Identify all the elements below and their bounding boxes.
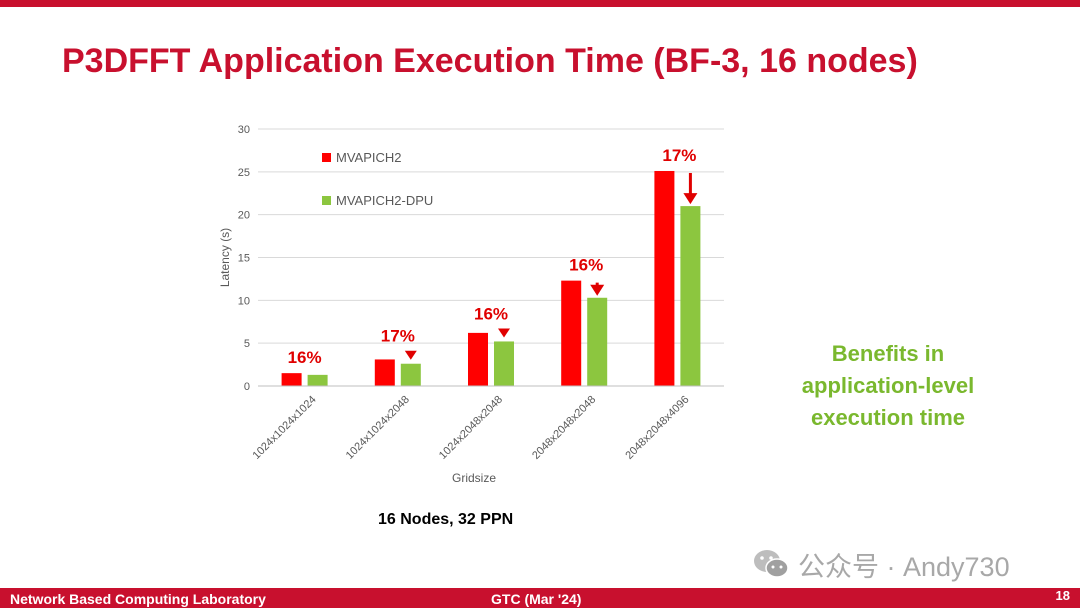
y-axis-label: Latency (s) [218, 228, 232, 287]
y-tick-label: 10 [238, 295, 250, 307]
slide-title: P3DFFT Application Execution Time (BF-3,… [62, 42, 918, 80]
bar-mvapich2-dpu [400, 363, 421, 386]
bar-mvapich2-dpu [680, 206, 701, 386]
benefits-callout: Benefits in application-level execution … [801, 341, 975, 430]
x-axis-label: Gridsize [452, 471, 496, 485]
improvement-label: 16% [474, 304, 508, 323]
legend-swatch [322, 196, 331, 205]
x-tick-label: 2048x2048x4096 [623, 394, 691, 462]
x-tick-label: 2048x2048x2048 [530, 394, 598, 462]
improvement-arrow [590, 284, 605, 296]
footer-bar: Network Based Computing Laboratory GTC (… [0, 588, 1080, 608]
bar-mvapich2 [281, 373, 302, 386]
legend-label: MVAPICH2 [336, 150, 402, 165]
footer-lab-name: Network Based Computing Laboratory [10, 591, 266, 607]
wechat-icon [754, 550, 789, 578]
bar-mvapich2-dpu [494, 341, 514, 386]
watermark-text: 公众号 · Andy730 [798, 551, 1010, 582]
improvement-arrow [498, 328, 510, 338]
bar-mvapich2-dpu [587, 297, 608, 386]
bar-mvapich2 [468, 332, 488, 386]
improvement-label: 16% [288, 348, 322, 367]
wechat-watermark: 公众号 · Andy730 [752, 546, 1010, 582]
improvement-arrow [404, 350, 417, 360]
y-tick-label: 0 [244, 381, 250, 393]
x-tick-label: 1024x1024x1024 [251, 394, 319, 462]
bar-mvapich2-dpu [307, 374, 328, 386]
y-tick-label: 15 [238, 253, 250, 265]
y-tick-label: 5 [244, 338, 250, 350]
bar-mvapich2 [654, 170, 675, 386]
improvement-label: 17% [662, 146, 696, 165]
improvement-label: 17% [381, 327, 415, 346]
legend-swatch [322, 153, 331, 162]
y-tick-label: 30 [238, 124, 250, 136]
footer-event: GTC (Mar '24) [491, 591, 582, 607]
x-tick-label: 1024x2048x2048 [437, 394, 505, 462]
x-tick-label: 1024x1024x2048 [344, 394, 412, 462]
page-number: 18 [1055, 588, 1070, 603]
top-accent-bar [0, 0, 1080, 7]
y-tick-label: 20 [238, 210, 250, 222]
chart-caption: 16 Nodes, 32 PPN [378, 511, 514, 528]
y-tick-label: 25 [238, 167, 250, 179]
improvement-arrow [683, 193, 698, 205]
improvement-label: 16% [569, 256, 603, 275]
bar-mvapich2 [561, 280, 582, 386]
bar-mvapich2 [374, 359, 395, 386]
legend-label: MVAPICH2-DPU [336, 193, 433, 208]
